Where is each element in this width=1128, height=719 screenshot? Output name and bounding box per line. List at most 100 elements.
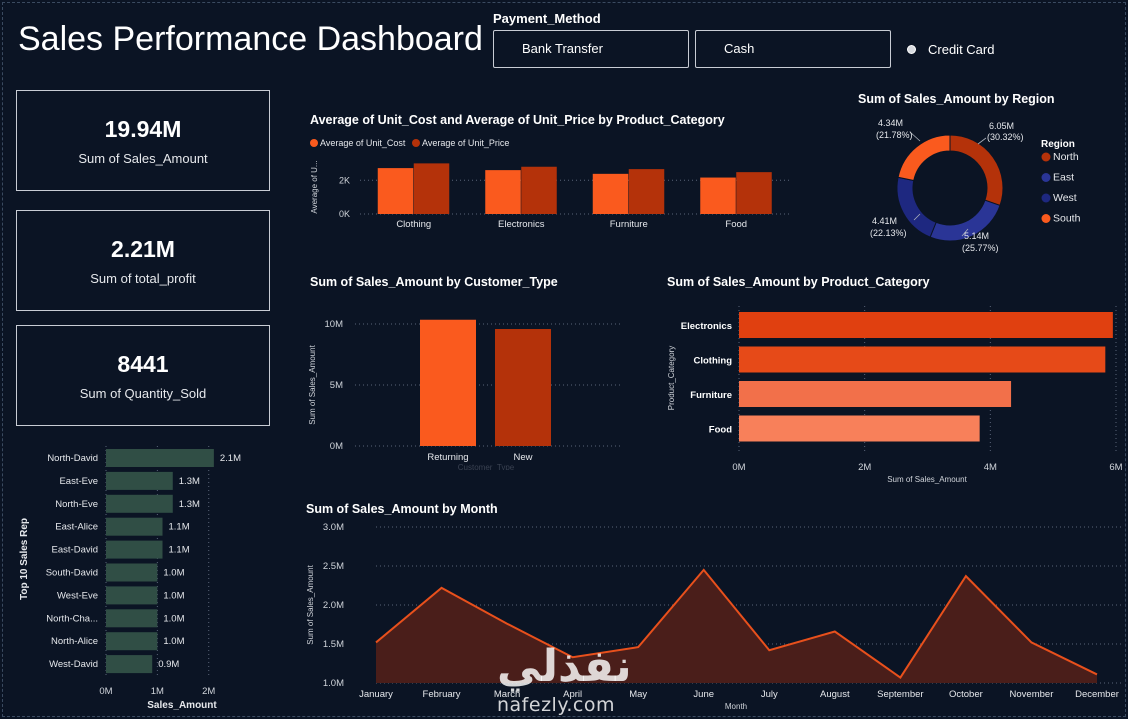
x-tick-label: 0M xyxy=(732,462,745,473)
x-tick-label: 2M xyxy=(858,462,871,473)
slicer-option-bank-transfer[interactable]: Bank Transfer xyxy=(493,30,689,68)
donut-slice-north xyxy=(949,134,1004,207)
bar-food-unit-cost xyxy=(700,177,736,214)
y-tick-label: Clothing xyxy=(693,356,732,367)
x-tick-label: February xyxy=(423,689,461,700)
page-title: Sales Performance Dashboard xyxy=(18,20,483,58)
kpi-label: Sum of total_profit xyxy=(90,270,196,286)
y-tick-label: North-Eve xyxy=(55,499,98,510)
y-tick-label: 1.0M xyxy=(323,678,344,689)
y-tick-label: North-David xyxy=(47,453,98,464)
y-tick-label: Electronics xyxy=(681,321,732,332)
legend-label: Average of Unit_Price xyxy=(422,138,509,148)
bar-returning xyxy=(420,319,476,446)
leader-line xyxy=(961,228,969,237)
data-label: 1.0M xyxy=(163,568,184,579)
product-category-chart[interactable]: 0M 2M 4M 6M Sum of Sales_Amount Product_Categ… xyxy=(660,300,1122,490)
customer-type-chart[interactable]: 0M 5M 10M Sum of Sales_Amount Returning NewCu… xyxy=(300,300,630,470)
kpi-card-quantity[interactable]: 8441 Sum of Quantity_Sold xyxy=(16,325,270,426)
bar-furniture xyxy=(739,381,1012,407)
data-label-value: 4.34M xyxy=(878,118,903,128)
slicer-option-cash[interactable]: Cash xyxy=(695,30,891,68)
data-label: 1.0M xyxy=(163,613,184,624)
slicer-option-credit-card[interactable]: Credit Card xyxy=(907,42,994,57)
legend-marker-unit-price xyxy=(412,139,420,147)
y-tick-label: Furniture xyxy=(690,390,732,401)
cost-price-chart[interactable]: Average of Unit_Cost Average of Unit_Pric… xyxy=(300,130,800,235)
x-tick-label: December xyxy=(1075,689,1119,700)
bar-sales-rep xyxy=(106,517,163,536)
watermark-arabic: نفذلي xyxy=(497,641,632,692)
x-tick-label: August xyxy=(820,689,850,700)
bar-new xyxy=(495,329,551,446)
x-tick-label: June xyxy=(693,689,714,700)
y-tick-label: 0K xyxy=(339,209,350,219)
bar-food-unit-price xyxy=(736,172,772,214)
y-tick-label: East-Eve xyxy=(59,476,98,487)
legend-marker-north xyxy=(1041,152,1051,162)
kpi-card-sales[interactable]: 19.94M Sum of Sales_Amount xyxy=(16,90,270,191)
x-tick-label: 1M xyxy=(151,686,164,697)
bar-sales-rep xyxy=(106,540,163,559)
area-line xyxy=(375,568,1098,679)
y-axis-label: Product_Category xyxy=(667,346,676,410)
bar-clothing-unit-cost xyxy=(377,168,414,214)
legend-label: Average of Unit_Cost xyxy=(320,138,406,148)
data-label-pct: (25.77%) xyxy=(962,243,999,253)
y-axis-label: Sum of Sales_Amount xyxy=(306,564,315,644)
kpi-card-profit[interactable]: 2.21M Sum of total_profit xyxy=(16,210,270,311)
x-tick-label: January xyxy=(359,689,393,700)
x-tick-label: July xyxy=(761,689,778,700)
radio-dot-icon xyxy=(907,45,916,54)
month-area-chart[interactable]: 1.0M 1.5M 2.0M 2.5M 3.0M Sum of Sales_Amount J… xyxy=(300,515,1126,715)
data-label: 1.1M xyxy=(169,545,190,556)
bar-food xyxy=(739,415,980,442)
bar-sales-rep xyxy=(106,632,158,651)
y-tick-label: East-Alice xyxy=(55,522,98,533)
y-axis-label: Average of U... xyxy=(310,160,319,213)
region-donut-chart[interactable]: 6.05M(30.32%) 5.14M (25.77%) 4.41M (22.13%) 4… xyxy=(840,108,1100,258)
y-tick-label: 2.0M xyxy=(323,600,344,611)
slicer-option-label: Credit Card xyxy=(928,42,995,57)
data-label: 2.1M xyxy=(220,453,241,464)
sales-rep-chart[interactable]: 0M 1M 2M Sales_Amount Top 10 Sales Rep North-… xyxy=(14,440,284,715)
bar-sales-rep xyxy=(106,563,158,582)
kpi-label: Sum of Quantity_Sold xyxy=(79,385,207,401)
x-axis-label: Customer_Type xyxy=(458,463,515,470)
x-tick-label: September xyxy=(877,689,923,700)
bar-furniture-unit-cost xyxy=(592,173,629,214)
donut-slice-south xyxy=(897,134,951,182)
y-tick-label: 0M xyxy=(330,441,343,452)
y-tick-label: 2K xyxy=(339,175,350,185)
x-tick-label: April xyxy=(563,689,582,700)
y-axis-label: Top 10 Sales Rep xyxy=(19,518,30,600)
watermark-latin: nafezly.com xyxy=(497,694,615,716)
x-tick-label: Returning xyxy=(427,452,468,463)
bar-clothing xyxy=(739,346,1106,373)
y-tick-label: 1.5M xyxy=(323,639,344,650)
area-fill xyxy=(376,569,1097,683)
data-label: 1.1M xyxy=(169,522,190,533)
data-label: 1.0M xyxy=(163,636,184,647)
kpi-value: 2.21M xyxy=(111,235,175,262)
data-label-pct: (22.13%) xyxy=(870,228,907,238)
legend-label: East xyxy=(1053,172,1074,184)
data-label-value: 4.41M xyxy=(872,216,897,226)
data-label-value: 6.05M xyxy=(989,121,1014,131)
bar-sales-rep xyxy=(106,655,153,674)
kpi-value: 8441 xyxy=(117,350,169,377)
legend-marker-east xyxy=(1041,173,1051,182)
bar-sales-rep xyxy=(106,609,158,628)
data-label-value: 5.14M xyxy=(964,231,989,241)
kpi-label: Sum of Sales_Amount xyxy=(78,150,208,166)
month-chart-title: Sum of Sales_Amount by Month xyxy=(306,502,498,516)
region-chart-title: Sum of Sales_Amount by Region xyxy=(858,92,1055,106)
bar-sales-rep xyxy=(106,449,214,467)
leader-line xyxy=(909,131,921,142)
x-tick-label: March xyxy=(494,689,520,700)
bar-electronics-unit-cost xyxy=(485,170,521,214)
x-tick-label: November xyxy=(1010,689,1054,700)
x-tick-label: Food xyxy=(725,219,747,230)
y-tick-label: South-David xyxy=(46,568,98,579)
